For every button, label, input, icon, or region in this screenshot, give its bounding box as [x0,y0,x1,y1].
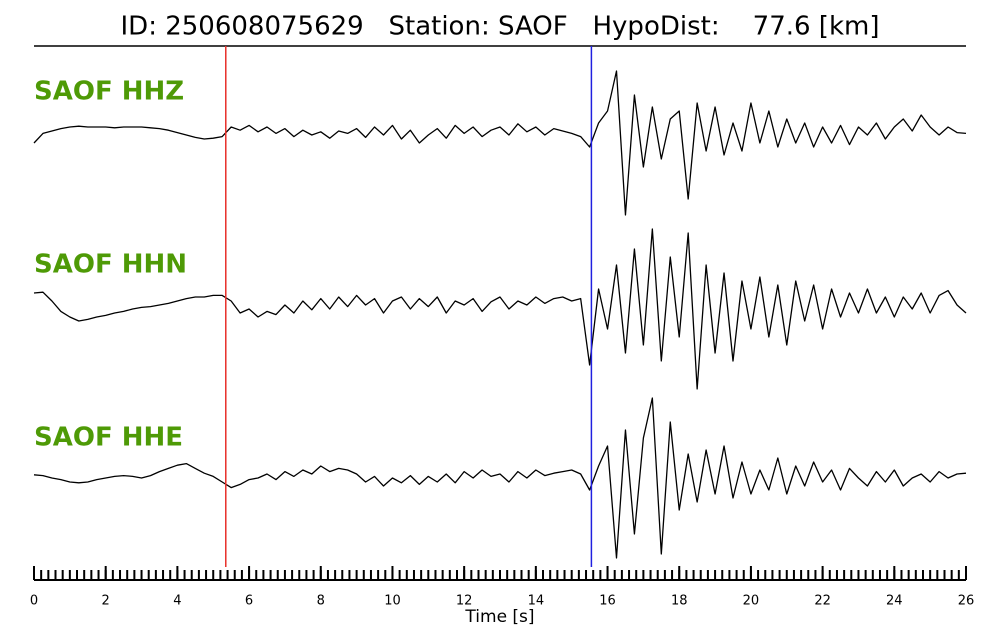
x-tick-label: 2 [102,594,110,609]
x-tick-label: 16 [599,594,616,609]
x-tick-label: 0 [30,594,38,609]
trace-label: SAOF HHN [34,250,187,280]
x-axis-label: Time [s] [464,607,534,627]
x-tick-label: 14 [528,594,545,609]
waveform [33,228,967,390]
x-tick-label: 20 [743,594,760,609]
trace-label: SAOF HHE [34,423,183,453]
x-tick-label: 18 [671,594,688,609]
x-tick-label: 10 [384,594,401,609]
x-tick-label: 6 [245,594,253,609]
x-tick-label: 4 [173,594,181,609]
x-tick-label: 8 [317,594,325,609]
chart-title: ID: 250608075629 Station: SAOF HypoDist:… [121,12,880,42]
trace-label: SAOF HHZ [34,77,184,107]
x-tick-label: 26 [958,594,975,609]
waveform [33,397,967,559]
waveform [33,70,967,216]
x-tick-label: 24 [886,594,903,609]
x-tick-label: 12 [456,594,473,609]
x-tick-label: 22 [814,594,831,609]
